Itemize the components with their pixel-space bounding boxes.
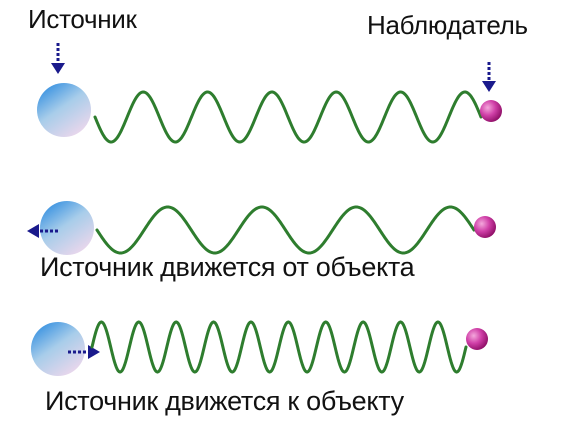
wave-moving-away bbox=[97, 207, 474, 253]
row-moving-toward bbox=[31, 322, 488, 376]
down-arrow-icon bbox=[51, 43, 65, 74]
observer-sphere bbox=[474, 216, 496, 238]
source-sphere bbox=[40, 201, 94, 255]
observer-label: Наблюдатель bbox=[367, 10, 528, 41]
moving-away-caption: Источник движется от объекта bbox=[40, 252, 414, 283]
wave-moving-toward bbox=[92, 322, 466, 372]
observer-down-arrow-icon bbox=[482, 62, 496, 92]
observer-sphere bbox=[480, 100, 502, 122]
moving-toward-caption: Источник движется к объекту bbox=[45, 386, 404, 417]
source-sphere bbox=[31, 322, 85, 376]
row-moving-away bbox=[27, 201, 496, 255]
observer-sphere bbox=[466, 328, 488, 350]
source-sphere bbox=[37, 83, 91, 137]
wave-stationary bbox=[95, 92, 481, 142]
row-stationary bbox=[37, 43, 502, 142]
source-label: Источник bbox=[28, 4, 137, 35]
